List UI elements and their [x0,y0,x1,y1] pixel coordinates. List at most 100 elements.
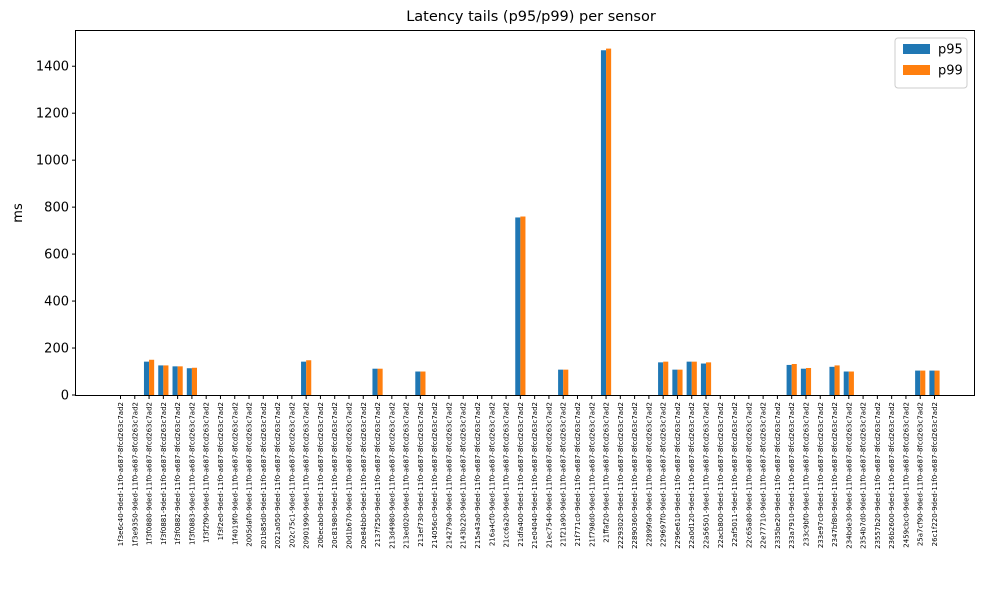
bar-p95-47 [786,364,792,395]
x-tick-label-53: 23557b20-9ded-11f0-a687-8fcd263c7ad2 [874,402,882,549]
bar-p99-21 [420,371,426,395]
x-tick-label-11: 2021a050-9ded-11f0-a687-8fcd263c7ad2 [274,402,282,549]
x-tick-label-52: 2354b7d0-9ded-11f0-a687-8fcd263c7ad2 [860,402,868,549]
x-tick-label-6: 1f3f2f90-9ded-11f0-a687-8fcd263c7ad2 [203,402,211,543]
x-tick-label-46: 2335be20-9ded-11f0-a687-8fcd263c7ad2 [774,402,782,549]
x-tick-label-19: 213d4980-9ded-11f0-a687-8fcd263c7ad2 [388,402,396,549]
x-tick-label-0: 1f3e6c40-9ded-11f0-a687-8fcd263c7ad2 [117,402,125,546]
x-tick-label-8: 1f4019f0-9ded-11f0-a687-8fcd263c7ad2 [231,402,239,545]
bar-p95-34 [600,50,607,395]
bar-p99-13 [306,360,312,395]
bar-p99-5 [191,367,197,395]
x-tick-label-5: 1f3f0883-9ded-11f0-a687-8fcd263c7ad2 [188,402,196,545]
bar-p99-39 [677,369,683,395]
x-tick-label-48: 233c9bf0-9ded-11f0-a687-8fcd263c7ad2 [802,402,810,546]
bar-p99-31 [563,369,569,395]
x-tick-label-26: 216a4cf0-9ded-11f0-a687-8fcd263c7ad2 [488,402,496,546]
x-tick-label-41: 22a56501-9ded-11f0-a687-8fcd263c7ad2 [703,402,711,549]
y-tick-label-4: 800 [44,201,69,216]
x-tick-label-37: 22899fa0-9ded-11f0-a687-8fcd263c7ad2 [645,402,653,547]
bar-p95-57 [929,370,935,395]
bar-p95-2 [143,361,150,395]
x-tick-label-28: 21dfa400-9ded-11f0-a687-8fcd263c7ad2 [517,402,525,547]
bar-p99-40 [691,361,697,395]
x-tick-label-15: 20c81980-9ded-11f0-a687-8fcd263c7ad2 [331,402,339,548]
x-tick-label-17: 20e84bb0-9ded-11f0-a687-8fcd263c7ad2 [360,402,368,549]
y-tick-label-1: 200 [44,342,69,357]
bar-p99-50 [834,365,840,395]
x-tick-label-55: 2459cbc0-9ded-11f0-a687-8fcd263c7ad2 [902,402,910,548]
bar-p95-28 [515,217,521,395]
bar-p95-21 [415,371,421,395]
x-tick-label-33: 21f798d0-9ded-11f0-a687-8fcd263c7ad2 [588,402,596,547]
x-tick-label-23: 214279a0-9ded-11f0-a687-8fcd263c7ad2 [445,402,453,549]
x-tick-label-31: 21f21a90-9ded-11f0-a687-8fcd263c7ad2 [560,402,568,547]
x-tick-label-38: 229697f0-9ded-11f0-a687-8fcd263c7ad2 [660,402,668,547]
x-tick-label-10: 201b85d0-9ded-11f0-a687-8fcd263c7ad2 [260,402,268,549]
bar-p95-38 [658,362,664,395]
x-tick-label-16: 20d1b670-9ded-11f0-a687-8fcd263c7ad2 [345,402,353,549]
x-tick-label-30: 21ec7540-9ded-11f0-a687-8fcd263c7ad2 [545,402,553,548]
x-tick-label-25: 215a43a0-9ded-11f0-a687-8fcd263c7ad2 [474,402,482,549]
bar-p99-56 [920,370,926,395]
x-tick-label-29: 21e04040-9ded-11f0-a687-8fcd263c7ad2 [531,402,539,549]
y-tick-label-0: 0 [61,389,69,404]
bar-p95-5 [186,368,192,395]
x-tick-label-22: 214056c0-9ded-11f0-a687-8fcd263c7ad2 [431,402,439,548]
bar-p95-13 [301,361,307,395]
x-tick-label-4: 1f3f0882-9ded-11f0-a687-8fcd263c7ad2 [174,402,182,545]
legend-label-p95: p95 [938,43,963,58]
bar-p99-2 [149,359,155,395]
bar-p95-3 [158,365,164,395]
x-tick-label-3: 1f3f0881-9ded-11f0-a687-8fcd263c7ad2 [160,402,168,545]
y-tick-label-5: 1000 [36,154,69,169]
plot-frame [75,30,975,396]
bar-p99-4 [177,366,183,395]
bar-p95-41 [700,363,707,395]
x-tick-label-7: 1f3f2e0-9ded-11f0-a687-8fcd263c7ad2 [217,402,225,540]
x-tick-label-40: 22a0d120-9ded-11f0-a687-8fcd263c7ad2 [688,402,696,549]
bars-group [143,48,940,396]
x-tick-label-49: 233e97c0-9ded-11f0-a687-8fcd263c7ad2 [817,402,825,548]
legend-label-p99: p99 [938,64,963,79]
bar-p99-38 [663,361,669,395]
legend-swatch-p99 [903,65,930,75]
bar-p95-50 [829,366,835,395]
bar-p99-41 [706,362,712,395]
bar-p95-4 [172,366,178,395]
y-tick-label-6: 1200 [36,107,69,122]
x-tick-label-24: 2143b220-9ded-11f0-a687-8fcd263c7ad2 [460,402,468,549]
bar-p99-48 [805,367,812,395]
x-tick-label-51: 234bde30-9ded-11f0-a687-8fcd263c7ad2 [845,402,853,549]
bar-p95-31 [558,369,564,395]
x-tick-label-13: 20901990-9ded-11f0-a687-8fcd263c7ad2 [303,402,311,549]
bar-p99-18 [377,368,383,395]
bar-p99-51 [848,371,854,395]
x-tick-label-9: 2005daf0-9ded-11f0-a687-8fcd263c7ad2 [246,402,254,547]
x-tick-label-56: 25a7cf90-9ded-11f0-a687-8fcd263c7ad2 [917,402,925,546]
x-axis: 1f3e6c40-9ded-11f0-a687-8fcd263c7ad2 1f3e… [117,395,939,549]
legend-swatch-p95 [903,44,930,54]
y-axis: 0 200 400 600 800 1000 1200 1400 [36,60,76,404]
x-tick-label-21: 213ef730-9ded-11f0-a687-8fcd263c7ad2 [417,402,425,547]
x-tick-label-43: 22af5011-9ded-11f0-a687-8fcd263c7ad2 [731,402,739,547]
bar-p99-3 [163,365,169,395]
y-tick-label-7: 1400 [36,60,69,75]
x-tick-label-12: 202c75c1-9ded-11f0-a687-8fcd263c7ad2 [288,402,296,548]
chart-title: Latency tails (p95/p99) per sensor [406,9,656,25]
x-tick-label-27: 21cc6a20-9ded-11f0-a687-8fcd263c7ad2 [503,402,511,548]
bar-p99-34 [606,48,612,396]
x-tick-label-42: 22acb800-9ded-11f0-a687-8fcd263c7ad2 [717,402,725,548]
x-tick-label-57: 26c1f220-9ded-11f0-a687-8fcd263c7ad2 [931,402,939,546]
bar-p95-39 [672,369,678,395]
x-tick-label-14: 20becab0-9ded-11f0-a687-8fcd263c7ad2 [317,402,325,548]
bar-p99-28 [520,216,526,395]
bar-p95-18 [372,368,378,395]
x-tick-label-35: 22293020-9ded-11f0-a687-8fcd263c7ad2 [617,402,625,549]
x-tick-label-32: 21f771c0-9ded-11f0-a687-8fcd263c7ad2 [574,402,582,546]
y-tick-label-2: 400 [44,295,69,310]
x-tick-label-36: 22890360-9ded-11f0-a687-8fcd263c7ad2 [631,402,639,549]
bar-p95-51 [843,371,849,395]
